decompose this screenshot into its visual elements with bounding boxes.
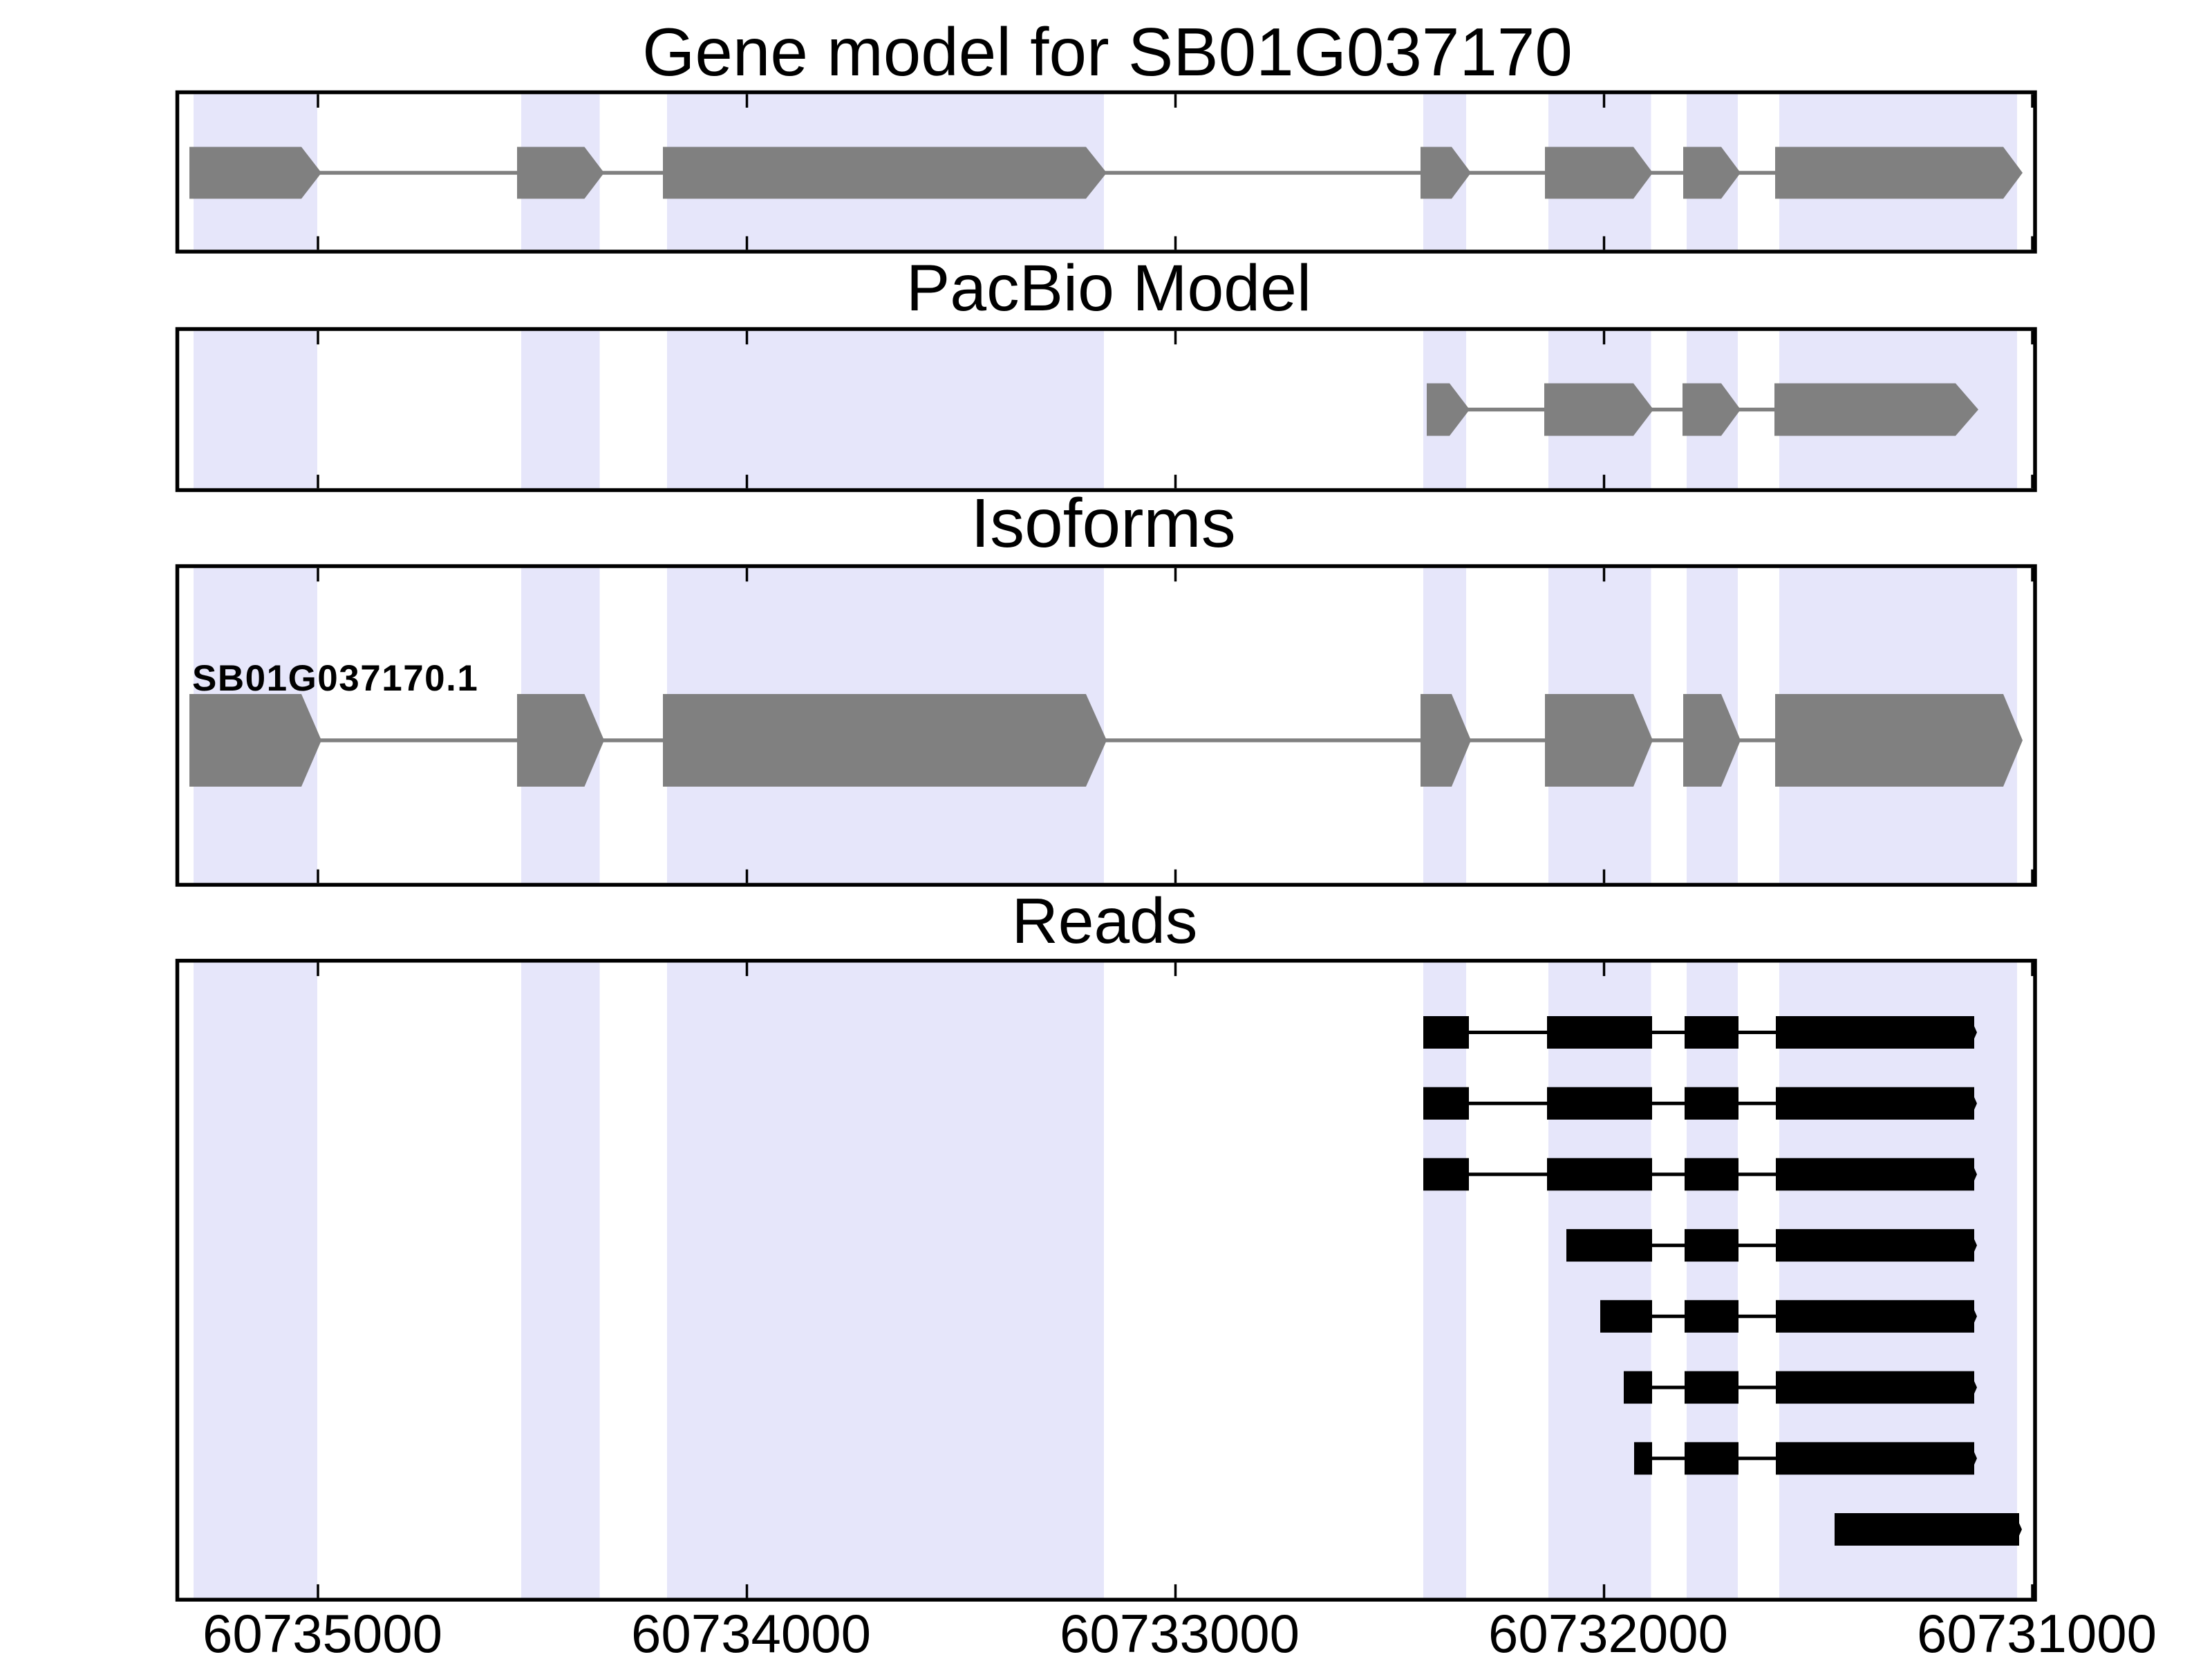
svg-text:PacBio Model: PacBio Model (906, 252, 1311, 325)
svg-text:Reads: Reads (1012, 885, 1198, 957)
svg-text:60734000: 60734000 (631, 1603, 871, 1659)
svg-text:60731000: 60731000 (1917, 1603, 2157, 1659)
svg-text:Isoforms: Isoforms (971, 485, 1235, 562)
svg-text:SB01G037170.1: SB01G037170.1 (192, 658, 478, 699)
svg-text:Gene model for SB01G037170: Gene model for SB01G037170 (642, 14, 1573, 90)
svg-text:60732000: 60732000 (1488, 1603, 1728, 1659)
svg-text:60733000: 60733000 (1060, 1603, 1300, 1659)
svg-text:60735000: 60735000 (203, 1603, 442, 1659)
